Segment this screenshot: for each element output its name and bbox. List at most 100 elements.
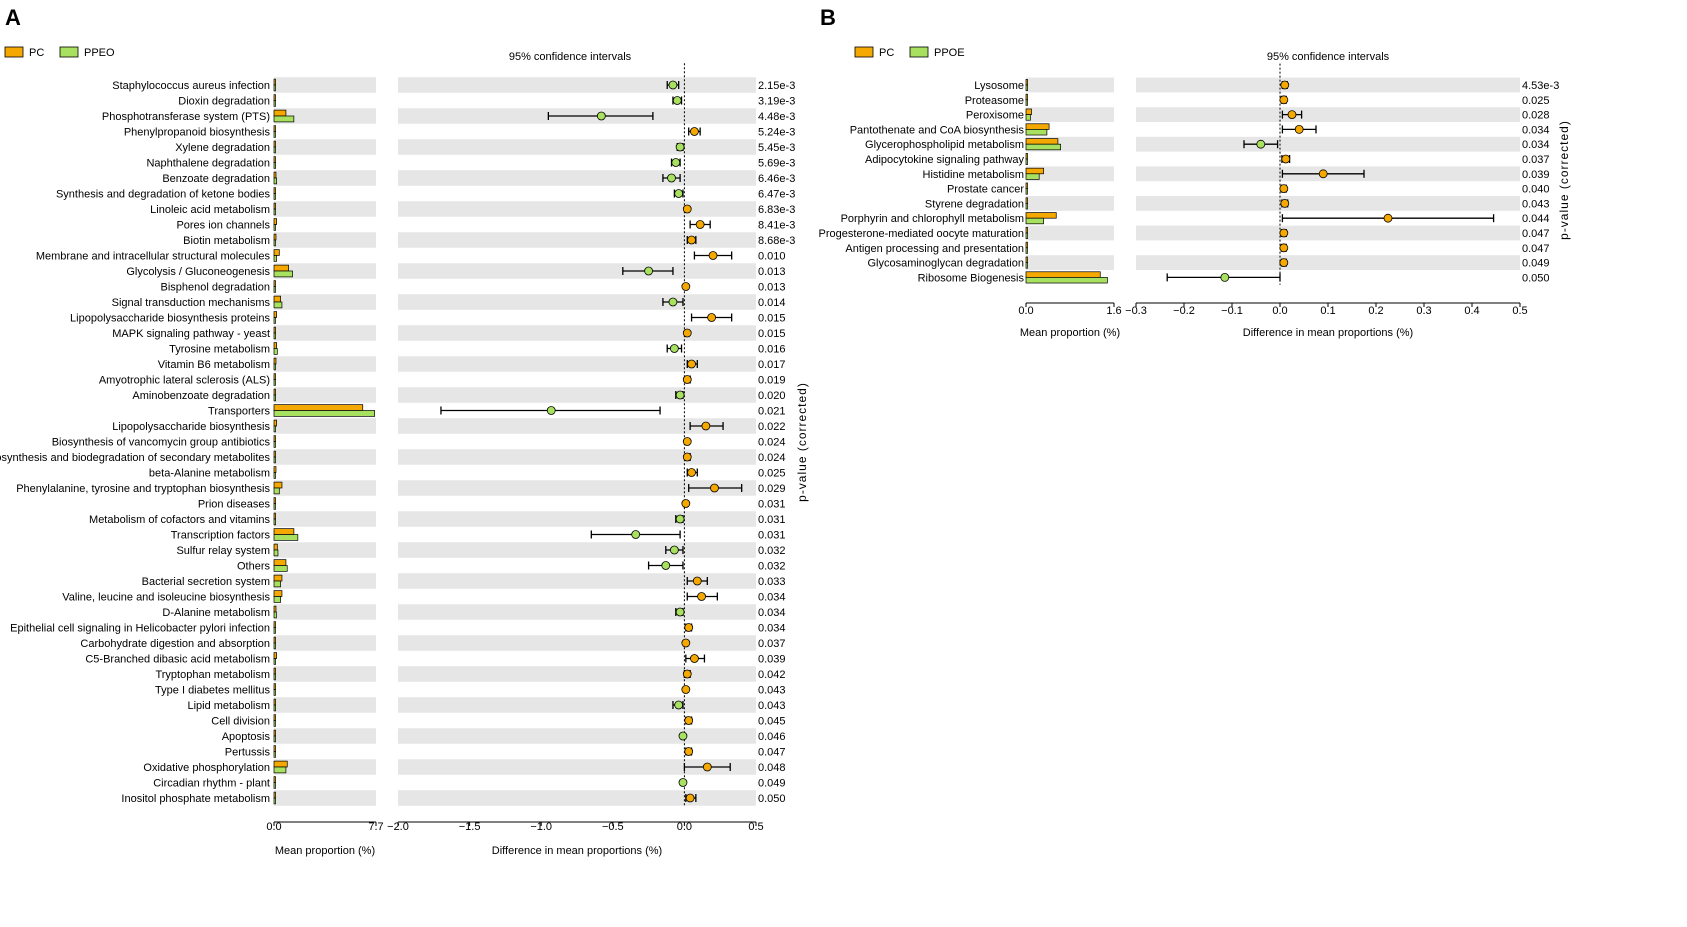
- row-label: Carbohydrate digestion and absorption: [80, 638, 270, 650]
- bar-treatment: [273, 704, 276, 712]
- row-stripe-mean: [274, 666, 376, 682]
- diff-point: [685, 793, 695, 803]
- row-stripe-diff: [398, 604, 756, 620]
- bar-treatment: [273, 689, 276, 696]
- p-value: 0.043: [758, 700, 786, 712]
- row-stripe-mean: [274, 263, 376, 279]
- p-value: 0.016: [758, 344, 786, 356]
- diff-point: [682, 375, 692, 384]
- mean-axis-label: Mean proportion (%): [1020, 327, 1120, 339]
- p-value: 0.034: [758, 607, 786, 619]
- diff-point: [1279, 184, 1289, 194]
- p-value: 0.022: [758, 421, 786, 433]
- bar-pc: [273, 94, 276, 101]
- bar-pc: [273, 326, 276, 334]
- p-value: 0.025: [758, 468, 786, 480]
- bar-pc: [1025, 212, 1057, 219]
- bar-treatment: [273, 766, 287, 774]
- bar-treatment: [273, 549, 279, 557]
- bar-treatment: [273, 363, 276, 371]
- row-stripe-diff: [1136, 136, 1520, 152]
- row-stripe-mean: [274, 108, 376, 124]
- row-label: Pores ion channels: [176, 220, 270, 232]
- row-stripe-mean: [274, 77, 376, 93]
- p-value: 0.039: [1522, 169, 1550, 181]
- diff-point: [702, 762, 712, 772]
- bar-pc: [273, 171, 277, 179]
- row-stripe-diff: [398, 356, 756, 372]
- legend: PC PPEO: [4, 46, 115, 59]
- bar-pc: [1025, 79, 1028, 86]
- diff-point: [684, 716, 694, 725]
- p-value: 0.029: [758, 483, 786, 495]
- p-value: 3.19e-3: [758, 96, 795, 108]
- row-label: Pantothenate and CoA biosynthesis: [850, 124, 1025, 136]
- bar-treatment: [273, 518, 276, 526]
- bar-pc: [273, 156, 276, 163]
- row-label: Proteasome: [965, 95, 1024, 107]
- diff-point: [690, 127, 699, 136]
- row-stripe-diff: [398, 573, 756, 589]
- diff-point: [1279, 243, 1289, 253]
- p-value: 0.017: [758, 359, 786, 371]
- diff-point: [708, 251, 718, 260]
- p-value: 0.047: [758, 747, 786, 759]
- bar-treatment: [273, 611, 277, 619]
- p-value: 0.024: [758, 437, 786, 449]
- p-value: 4.53e-3: [1522, 80, 1559, 92]
- diff-point: [1279, 228, 1289, 238]
- diff-point: [682, 452, 692, 462]
- bar-pc: [273, 218, 277, 225]
- p-value: 0.046: [758, 731, 786, 743]
- row-stripe-diff: [398, 697, 756, 713]
- bar-treatment: [273, 720, 276, 727]
- row-label: beta-Alanine metabolism: [149, 468, 270, 480]
- p-value: 0.050: [758, 793, 786, 805]
- row-stripe-diff: [398, 790, 756, 806]
- table-row: Type I diabetes mellitus 0.043: [155, 683, 786, 697]
- table-row: Adipocytokine signaling pathway 0.037: [865, 153, 1550, 166]
- table-row: Histidine metabolism 0.039: [923, 167, 1550, 181]
- table-row: Pores ion channels 8.41e-3: [176, 218, 795, 232]
- table-row: Pertussis 0.047: [225, 745, 786, 759]
- legend-label-treatment: PPEO: [84, 47, 115, 59]
- bar-treatment: [1025, 217, 1044, 225]
- bar-treatment: [273, 596, 281, 603]
- panel-label: B: [820, 5, 836, 30]
- table-row: Sulfur relay system 0.032: [176, 543, 786, 557]
- p-value: 0.048: [758, 762, 786, 774]
- row-stripe-mean: [274, 604, 376, 620]
- row-label: Lysosome: [974, 80, 1024, 92]
- panel-b: B PC PPOE 95% confidence intervals Lysosome 4…: [819, 5, 1571, 339]
- diff-point: [1318, 169, 1328, 179]
- row-label: Metabolism of cofactors and vitamins: [89, 514, 270, 526]
- row-label: Peroxisome: [966, 110, 1024, 122]
- row-label: Ribosome Biogenesis: [918, 272, 1025, 284]
- p-value: 0.021: [758, 406, 786, 418]
- bar-pc: [273, 311, 277, 318]
- p-value: 0.015: [758, 313, 786, 325]
- row-label: Membrane and intracellular structural mo…: [36, 251, 271, 263]
- p-value: 0.014: [758, 297, 786, 309]
- row-label: Others: [237, 561, 271, 573]
- bar-pc: [273, 419, 277, 427]
- row-stripe-mean: [274, 232, 376, 248]
- diff-tick-label: −0.3: [1125, 305, 1147, 317]
- bar-pc: [273, 233, 277, 241]
- p-value: 0.039: [758, 654, 786, 666]
- bar-treatment: [273, 658, 276, 665]
- row-label: Glycolysis / Gluconeogenesis: [126, 266, 270, 278]
- legend-label-pc: PC: [29, 47, 44, 59]
- bar-treatment: [273, 84, 276, 92]
- p-value: 2.15e-3: [758, 80, 795, 92]
- panel-a: A PC PPEO 95% confidence intervals Staphyloc…: [0, 5, 809, 857]
- row-label: Naphthalene degradation: [146, 158, 270, 170]
- bar-treatment: [273, 177, 277, 185]
- diff-axis-label: Difference in mean proportions (%): [492, 845, 662, 857]
- row-label: Lipopolysaccharide biosynthesis: [112, 421, 270, 433]
- diff-point: [674, 189, 684, 198]
- row-stripe-mean: [274, 294, 376, 310]
- bar-pc: [273, 388, 276, 396]
- bar-pc: [1025, 153, 1028, 160]
- mean-tick-label: 0.0: [1018, 305, 1033, 317]
